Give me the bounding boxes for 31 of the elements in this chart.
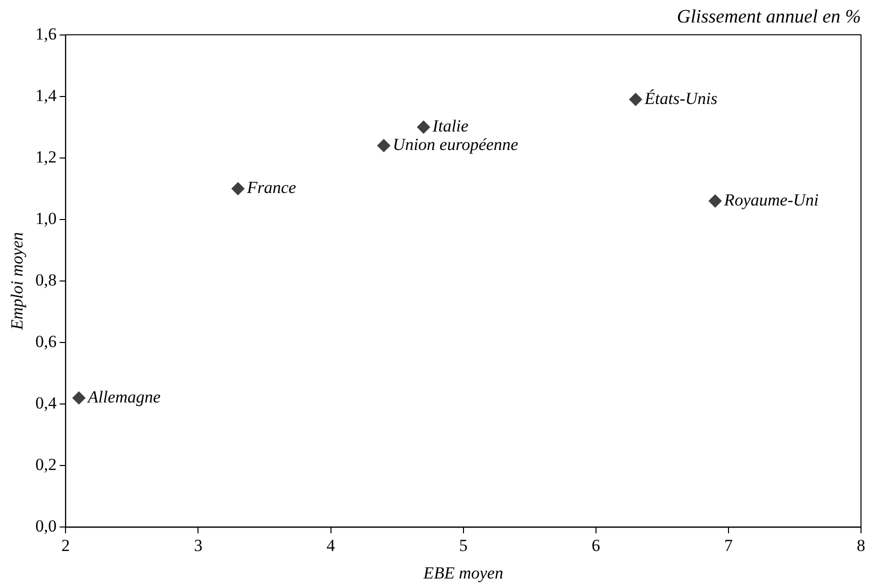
annotation: États-Unis [644,88,718,108]
point [629,92,642,106]
point [417,120,430,134]
y-tick-label: 1,2 [35,147,57,166]
y-axis-title: Emploi moyen [8,232,27,331]
x-tick-label: 7 [724,536,734,555]
y-tick-label: 0,2 [35,455,57,474]
y-tick-label: 0,8 [35,270,57,290]
y-tick-label: 0,0 [35,516,57,536]
x-tick-label: 5 [459,536,468,555]
point [72,391,86,404]
x-tick-label: 2 [61,536,70,555]
point [708,194,722,208]
chart-title: Glissement annuel en % [676,6,861,28]
annotation: Allemagne [86,387,162,406]
y-tick-label: 0,6 [35,332,57,352]
point [377,139,390,152]
annotation: Italie [432,116,469,136]
y-tick-label: 1,6 [35,24,57,44]
y-tick-label: 1,0 [35,208,57,228]
x-tick-label: 8 [856,536,866,555]
x-tick-label: 4 [326,536,336,555]
annotation: Royaume-Uni [723,190,819,210]
y-tick-label: 0,4 [35,394,58,413]
annotation: France [246,178,297,198]
x-axis-title: EBE moyen [422,563,504,582]
annotation: Union européenne [392,135,519,154]
x-tick-label: 3 [194,536,202,555]
point [231,182,244,196]
y-tick-label: 1,4 [35,86,58,105]
x-tick-label: 6 [592,536,600,555]
